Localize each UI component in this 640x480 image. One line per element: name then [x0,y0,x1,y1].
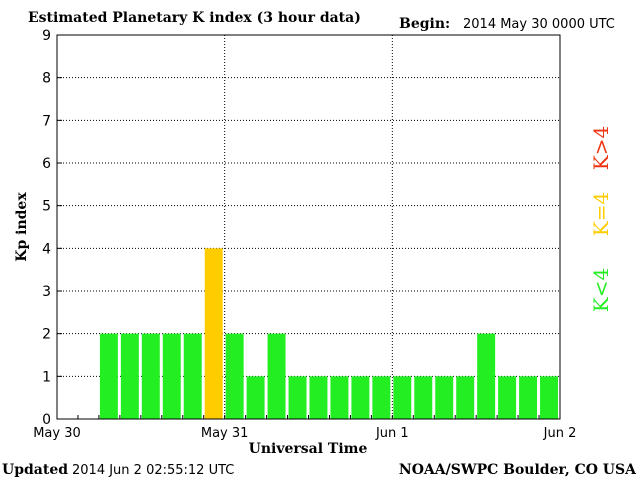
legend-k-greater-4: K>4 [589,126,613,170]
kp-bar [288,376,307,419]
kp-bar [435,376,454,419]
y-tick-label: 1 [42,369,51,385]
kp-bar [141,333,160,419]
y-tick-label: 8 [42,71,51,87]
kp-bar [351,376,370,419]
kp-bar [225,333,244,419]
updated-label: Updated [2,462,68,478]
chart-title: Estimated Planetary K index (3 hour data… [28,10,361,26]
begin-label: Begin: [399,16,450,32]
x-tick-label: Jun 2 [543,426,577,441]
y-tick-label: 5 [42,199,51,215]
y-tick-label: 2 [42,327,51,343]
updated-value: 2014 Jun 2 02:55:12 UTC [72,463,234,478]
kp-bar [330,376,349,419]
y-tick-labels: 0 1 2 3 4 5 6 7 8 9 [42,28,51,428]
x-tick-label: May 31 [201,426,249,441]
kp-bar [414,376,433,419]
kp-bar [393,376,412,419]
y-tick-label: 9 [42,28,51,44]
plot-frame [56,34,561,420]
y-tick-label: 6 [42,156,51,172]
begin-value: 2014 May 30 0000 UTC [463,17,615,32]
kp-bar [183,333,202,419]
kp-bar [540,376,558,419]
x-tick-label: May 30 [33,426,81,441]
kp-bar [162,333,181,419]
bars [99,248,558,419]
kp-bar [372,376,391,419]
kp-bar [99,333,118,419]
legend-k-equal-4: K=4 [589,192,613,236]
kp-bar [204,248,223,419]
y-axis-label: Kp index [14,192,30,262]
y-tick-label: 3 [42,284,51,300]
kp-bar [309,376,328,419]
x-tick-label: Jun 1 [375,426,409,441]
grid-lines [56,34,561,420]
kp-bar [120,333,139,419]
x-axis-label: Universal Time [249,441,368,457]
x-tick-labels: May 30 May 31 Jun 1 Jun 2 [33,426,576,441]
kp-bar [456,376,475,419]
y-tick-label: 4 [42,241,51,257]
kp-bar [477,333,496,419]
kp-bar [267,333,286,419]
y-tick-label: 0 [42,412,51,428]
y-tick-label: 7 [42,113,51,129]
kp-bar [519,376,538,419]
kp-bar [498,376,517,419]
source-credit: NOAA/SWPC Boulder, CO USA [399,462,637,478]
kp-bar [246,376,265,419]
legend-k-less-4: K<4 [589,268,613,312]
